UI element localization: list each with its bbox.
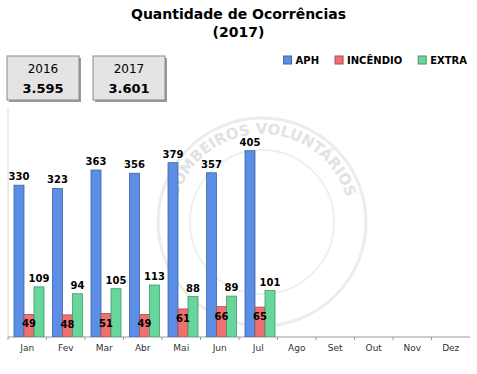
- bar: [91, 170, 101, 337]
- x-tick-label: Mar: [96, 343, 113, 353]
- summary-label: 2016: [28, 62, 59, 76]
- legend: APH INCÊNDIO EXTRA: [284, 54, 468, 66]
- x-tick-label: Set: [328, 343, 343, 353]
- data-label: 330: [9, 171, 30, 182]
- background: [0, 0, 477, 374]
- title: Quantidade de Ocorrências: [131, 6, 346, 22]
- x-tick-label: Dez: [442, 343, 459, 353]
- x-tick-label: Out: [366, 343, 383, 353]
- bar: [73, 294, 83, 337]
- bar: [245, 151, 255, 337]
- data-label: 49: [22, 318, 36, 329]
- data-labels: 330 323 363 356 379 357 405 49 48 51 49 61 66 65 109 94…: [9, 137, 281, 330]
- x-tick: [123, 337, 124, 340]
- bar: [168, 163, 178, 337]
- summary-box: [93, 56, 165, 100]
- subtitle: (2017): [213, 24, 265, 40]
- legend-label: EXTRA: [430, 55, 467, 66]
- bar: [130, 173, 140, 337]
- x-tick: [393, 337, 394, 340]
- x-tick: [162, 337, 163, 340]
- data-label: 49: [138, 318, 152, 329]
- legend-label: INCÊNDIO: [347, 54, 402, 66]
- data-label: 101: [260, 277, 281, 288]
- x-tick: [46, 337, 47, 340]
- bar: [53, 188, 63, 337]
- bars: [14, 151, 275, 337]
- x-tick: [316, 337, 317, 340]
- summary-value: 3.601: [108, 81, 149, 96]
- data-label: 357: [201, 159, 222, 170]
- watermark-text: BOMBEIROS VOLUNTÁRIOS: [164, 120, 360, 199]
- data-label: 379: [163, 149, 184, 160]
- x-tick-label: Jul: [252, 343, 264, 353]
- data-label: 65: [253, 311, 267, 322]
- legend-swatch: [418, 56, 426, 64]
- data-label: 323: [47, 174, 68, 185]
- bar: [111, 289, 121, 337]
- x-tick: [239, 337, 240, 340]
- summary-box: [7, 56, 79, 100]
- x-tick-label: Jun: [212, 343, 227, 353]
- data-label: 113: [144, 271, 165, 282]
- data-label: 363: [86, 156, 107, 167]
- x-tick: [354, 337, 355, 340]
- x-tick-label: Ago: [288, 343, 306, 353]
- bar: [14, 185, 24, 337]
- watermark-ring: [158, 118, 366, 326]
- x-tick-label: Jan: [19, 343, 34, 353]
- data-label: 405: [240, 137, 261, 148]
- x-tick: [8, 337, 9, 340]
- x-tick-label: Fev: [58, 343, 74, 353]
- x-tick-label: Abr: [135, 343, 151, 353]
- data-label: 61: [176, 313, 190, 324]
- x-tick: [277, 337, 278, 340]
- data-label: 88: [186, 283, 200, 294]
- x-tick-label: Mai: [173, 343, 189, 353]
- bar: [34, 287, 44, 337]
- x-tick-label: Nov: [403, 343, 421, 353]
- data-label: 105: [106, 275, 127, 286]
- data-label: 89: [225, 282, 239, 293]
- data-label: 94: [71, 280, 85, 291]
- legend-label: APH: [296, 55, 319, 66]
- legend-swatch: [284, 56, 292, 64]
- data-label: 66: [215, 311, 229, 322]
- data-label: 356: [124, 159, 145, 170]
- data-label: 48: [61, 319, 75, 330]
- data-label: 51: [99, 318, 113, 329]
- summary-value: 3.595: [22, 81, 63, 96]
- x-tick: [200, 337, 201, 340]
- watermark: BOMBEIROS VOLUNTÁRIOS: [164, 120, 360, 199]
- x-tick: [85, 337, 86, 340]
- summary-label: 2017: [114, 62, 145, 76]
- legend-swatch: [335, 56, 343, 64]
- y-axis-line: [8, 107, 9, 337]
- x-tick: [431, 337, 432, 340]
- chart: BOMBEIROS VOLUNTÁRIOS Quantidade de Ocorr…: [0, 0, 477, 374]
- data-label: 109: [29, 273, 50, 284]
